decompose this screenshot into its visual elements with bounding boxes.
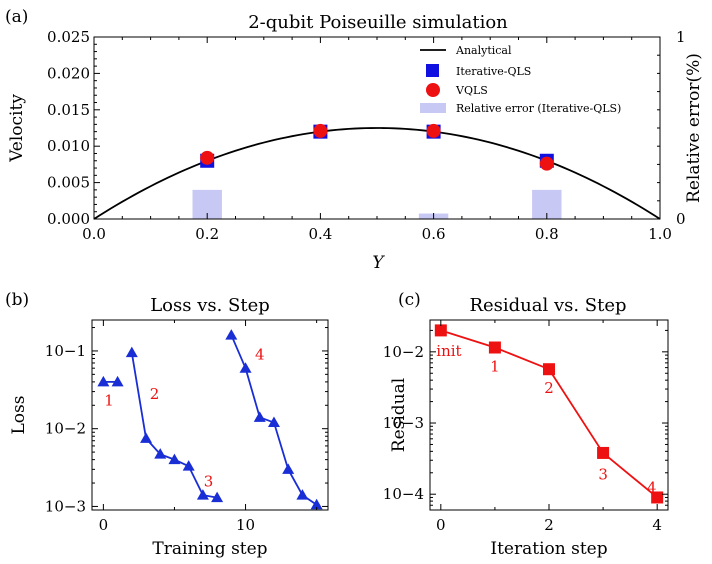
loss-point: [239, 362, 252, 373]
panel-b-ylabel: Loss: [9, 396, 29, 435]
panel-c-frame: [429, 319, 669, 511]
residual-point: [488, 341, 501, 354]
panel-a-y2label: Relative error(%): [684, 53, 704, 203]
panel-b-frame: [91, 319, 329, 511]
panel-a-ticks: 0.0 0.2 0.4 0.6 0.8 1.0 0.000 0.005 0.010 0.015 0.…: [47, 28, 686, 243]
residual-point: [597, 446, 610, 459]
legend-analytical-label: Analytical: [455, 44, 512, 57]
loss-point: [125, 346, 138, 358]
x-tick-label: 10: [236, 516, 255, 534]
loss-point: [211, 491, 224, 503]
panel-c: (c) Residual vs. Step init 1 2 3 4 0 2 4 10−2 10…: [383, 290, 669, 559]
legend-iterative-swatch: [426, 64, 439, 77]
panel-a-analytical-curve: [93, 127, 661, 220]
loss-annotation: 3: [204, 472, 214, 490]
x-tick-label: 4: [652, 516, 662, 534]
vqls-point: [313, 123, 328, 138]
x-tick-label: 0: [99, 516, 109, 534]
legend-vqls-swatch: [426, 83, 440, 97]
loss-point: [282, 463, 295, 474]
panel-a-title: 2-qubit Poiseuille simulation: [248, 12, 508, 33]
y-tick-label: 10−1: [45, 342, 86, 360]
panel-b: (b) Loss vs. Step 1 2 3 4 0 10 10−1 10−2 10−3 T…: [5, 290, 329, 559]
y2-tick-label: 0: [676, 210, 686, 228]
panel-c-residual-line: [440, 329, 658, 499]
panel-c-ticks: 0 2 4 10−2 10−3 10−4: [383, 320, 668, 534]
x-tick-label: 0.8: [535, 225, 559, 243]
loss-point: [253, 411, 266, 422]
panel-a-legend: Analytical Iterative-QLS VQLS Relative e…: [420, 44, 621, 115]
loss-point: [196, 489, 209, 500]
panel-a-markers: [200, 123, 554, 171]
loss-point: [97, 375, 110, 387]
y-tick-label: 0.005: [47, 174, 90, 192]
y-tick-label: 0.010: [47, 137, 90, 155]
residual-line: [440, 329, 658, 499]
loss-annotation: 2: [150, 385, 160, 403]
x-tick-label: 2: [544, 516, 554, 534]
panel-b-xlabel: Training step: [152, 539, 267, 559]
x-tick-label: 1.0: [648, 225, 672, 243]
y-tick-label: 10−2: [383, 343, 424, 361]
y-tick-label: 0.020: [47, 64, 90, 82]
panel-c-markers: [434, 324, 664, 504]
loss-point: [267, 416, 280, 428]
panel-a-label: (a): [5, 7, 28, 27]
x-tick-label: 0.6: [422, 225, 446, 243]
panel-b-ticks: 0 10 10−1 10−2 10−3: [45, 320, 328, 534]
x-tick-label: 0.0: [82, 225, 106, 243]
analytical-line: [93, 127, 661, 220]
panel-b-label: (b): [5, 290, 29, 310]
panel-a-xlabel: Y: [372, 253, 385, 273]
y-tick-label: 0.015: [47, 101, 90, 119]
residual-point: [543, 363, 555, 376]
loss-point: [310, 498, 323, 510]
vqls-point: [539, 156, 554, 171]
y-tick-label: 10−3: [45, 497, 86, 515]
y-tick-label: 10−2: [45, 420, 86, 438]
y-tick-label: 10−3: [383, 414, 424, 432]
vqls-point: [426, 123, 441, 138]
panel-b-markers: [97, 329, 323, 510]
legend-error-label: Relative error (Iterative-QLS): [456, 102, 621, 115]
panel-b-title: Loss vs. Step: [150, 295, 270, 316]
y-tick-label: 0.025: [47, 28, 90, 46]
x-tick-label: 0.4: [308, 225, 332, 243]
loss-point: [140, 432, 153, 443]
panel-a: (a) 2-qubit Poiseuille simulation 0.0 0.2…: [5, 7, 704, 273]
panel-c-ylabel: Residual: [389, 378, 409, 452]
vqls-point: [200, 150, 215, 165]
residual-point: [434, 324, 447, 337]
loss-point: [154, 448, 167, 459]
panel-b-annotations: 1 2 3 4: [104, 345, 264, 490]
loss-point: [182, 460, 195, 471]
legend-vqls-label: VQLS: [455, 84, 488, 97]
residual-annotation: 4: [647, 478, 657, 496]
y-tick-label: 0.000: [47, 210, 90, 228]
x-tick-label: 0.2: [195, 225, 219, 243]
legend-iterative-label: Iterative-QLS: [456, 65, 531, 78]
loss-point: [168, 453, 181, 465]
residual-annotation: 2: [544, 379, 554, 397]
loss-point: [225, 329, 238, 340]
loss-annotation: 4: [255, 345, 265, 363]
residual-annotation: init: [436, 342, 461, 360]
loss-point: [296, 489, 309, 500]
legend-error-swatch: [420, 103, 446, 113]
panel-c-title: Residual vs. Step: [469, 295, 626, 316]
y-tick-label: 10−4: [383, 485, 424, 503]
x-tick-label: 0: [436, 516, 446, 534]
y2-tick-label: 1: [676, 28, 686, 46]
residual-annotation: 1: [490, 358, 500, 376]
panel-c-annotations: init 1 2 3 4: [436, 342, 656, 496]
loss-annotation: 1: [104, 392, 114, 410]
panel-c-label: (c): [398, 290, 421, 310]
loss-point: [111, 375, 124, 387]
residual-annotation: 3: [598, 465, 608, 483]
panel-c-xlabel: Iteration step: [490, 539, 607, 559]
panel-a-error-bars: [192, 189, 562, 219]
residual-point: [651, 491, 664, 504]
panel-a-ylabel: Velocity: [7, 94, 27, 163]
